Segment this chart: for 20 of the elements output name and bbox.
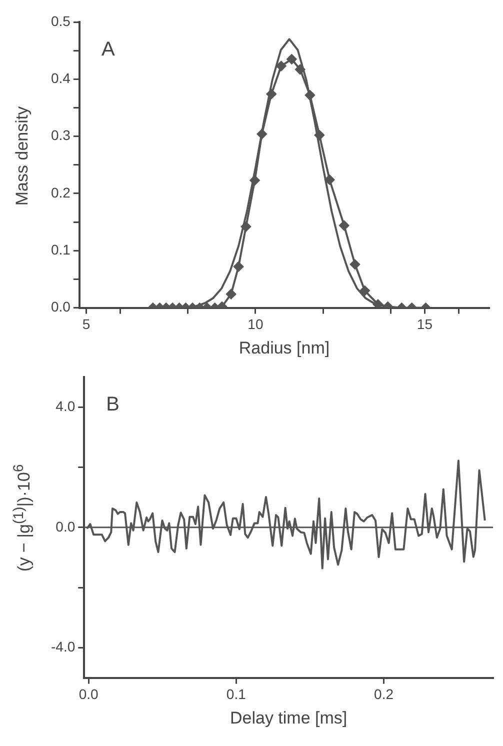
y-tick-label: 4.0 [56,398,76,414]
x-tick-label: 0.0 [78,686,98,702]
x-tick-label: 0.1 [226,686,246,702]
y-tick-label: 0.2 [50,184,71,200]
y-tick-label: -4.0 [51,638,76,655]
y-tick-label: 0.5 [50,12,71,29]
x-tick-label: 15 [416,316,433,332]
y-tick-label: 0.0 [50,298,71,315]
y-tick-label: 0.0 [56,518,76,534]
x-tick-label: 10 [248,316,264,332]
y-tick-label: 0.4 [50,70,71,86]
y-tick-label: 0.1 [50,242,71,258]
y-tick-label: 0.3 [50,127,71,144]
x-tick-label: 5 [82,316,90,332]
y-axis-title: Mass density [13,106,33,206]
annotation: A [101,38,116,61]
annotation: B [106,394,120,416]
x-tick-label: 0.2 [374,686,394,702]
x-axis-title: Radius [nm] [238,338,330,358]
x-axis-title: Delay time [ms] [230,708,348,728]
